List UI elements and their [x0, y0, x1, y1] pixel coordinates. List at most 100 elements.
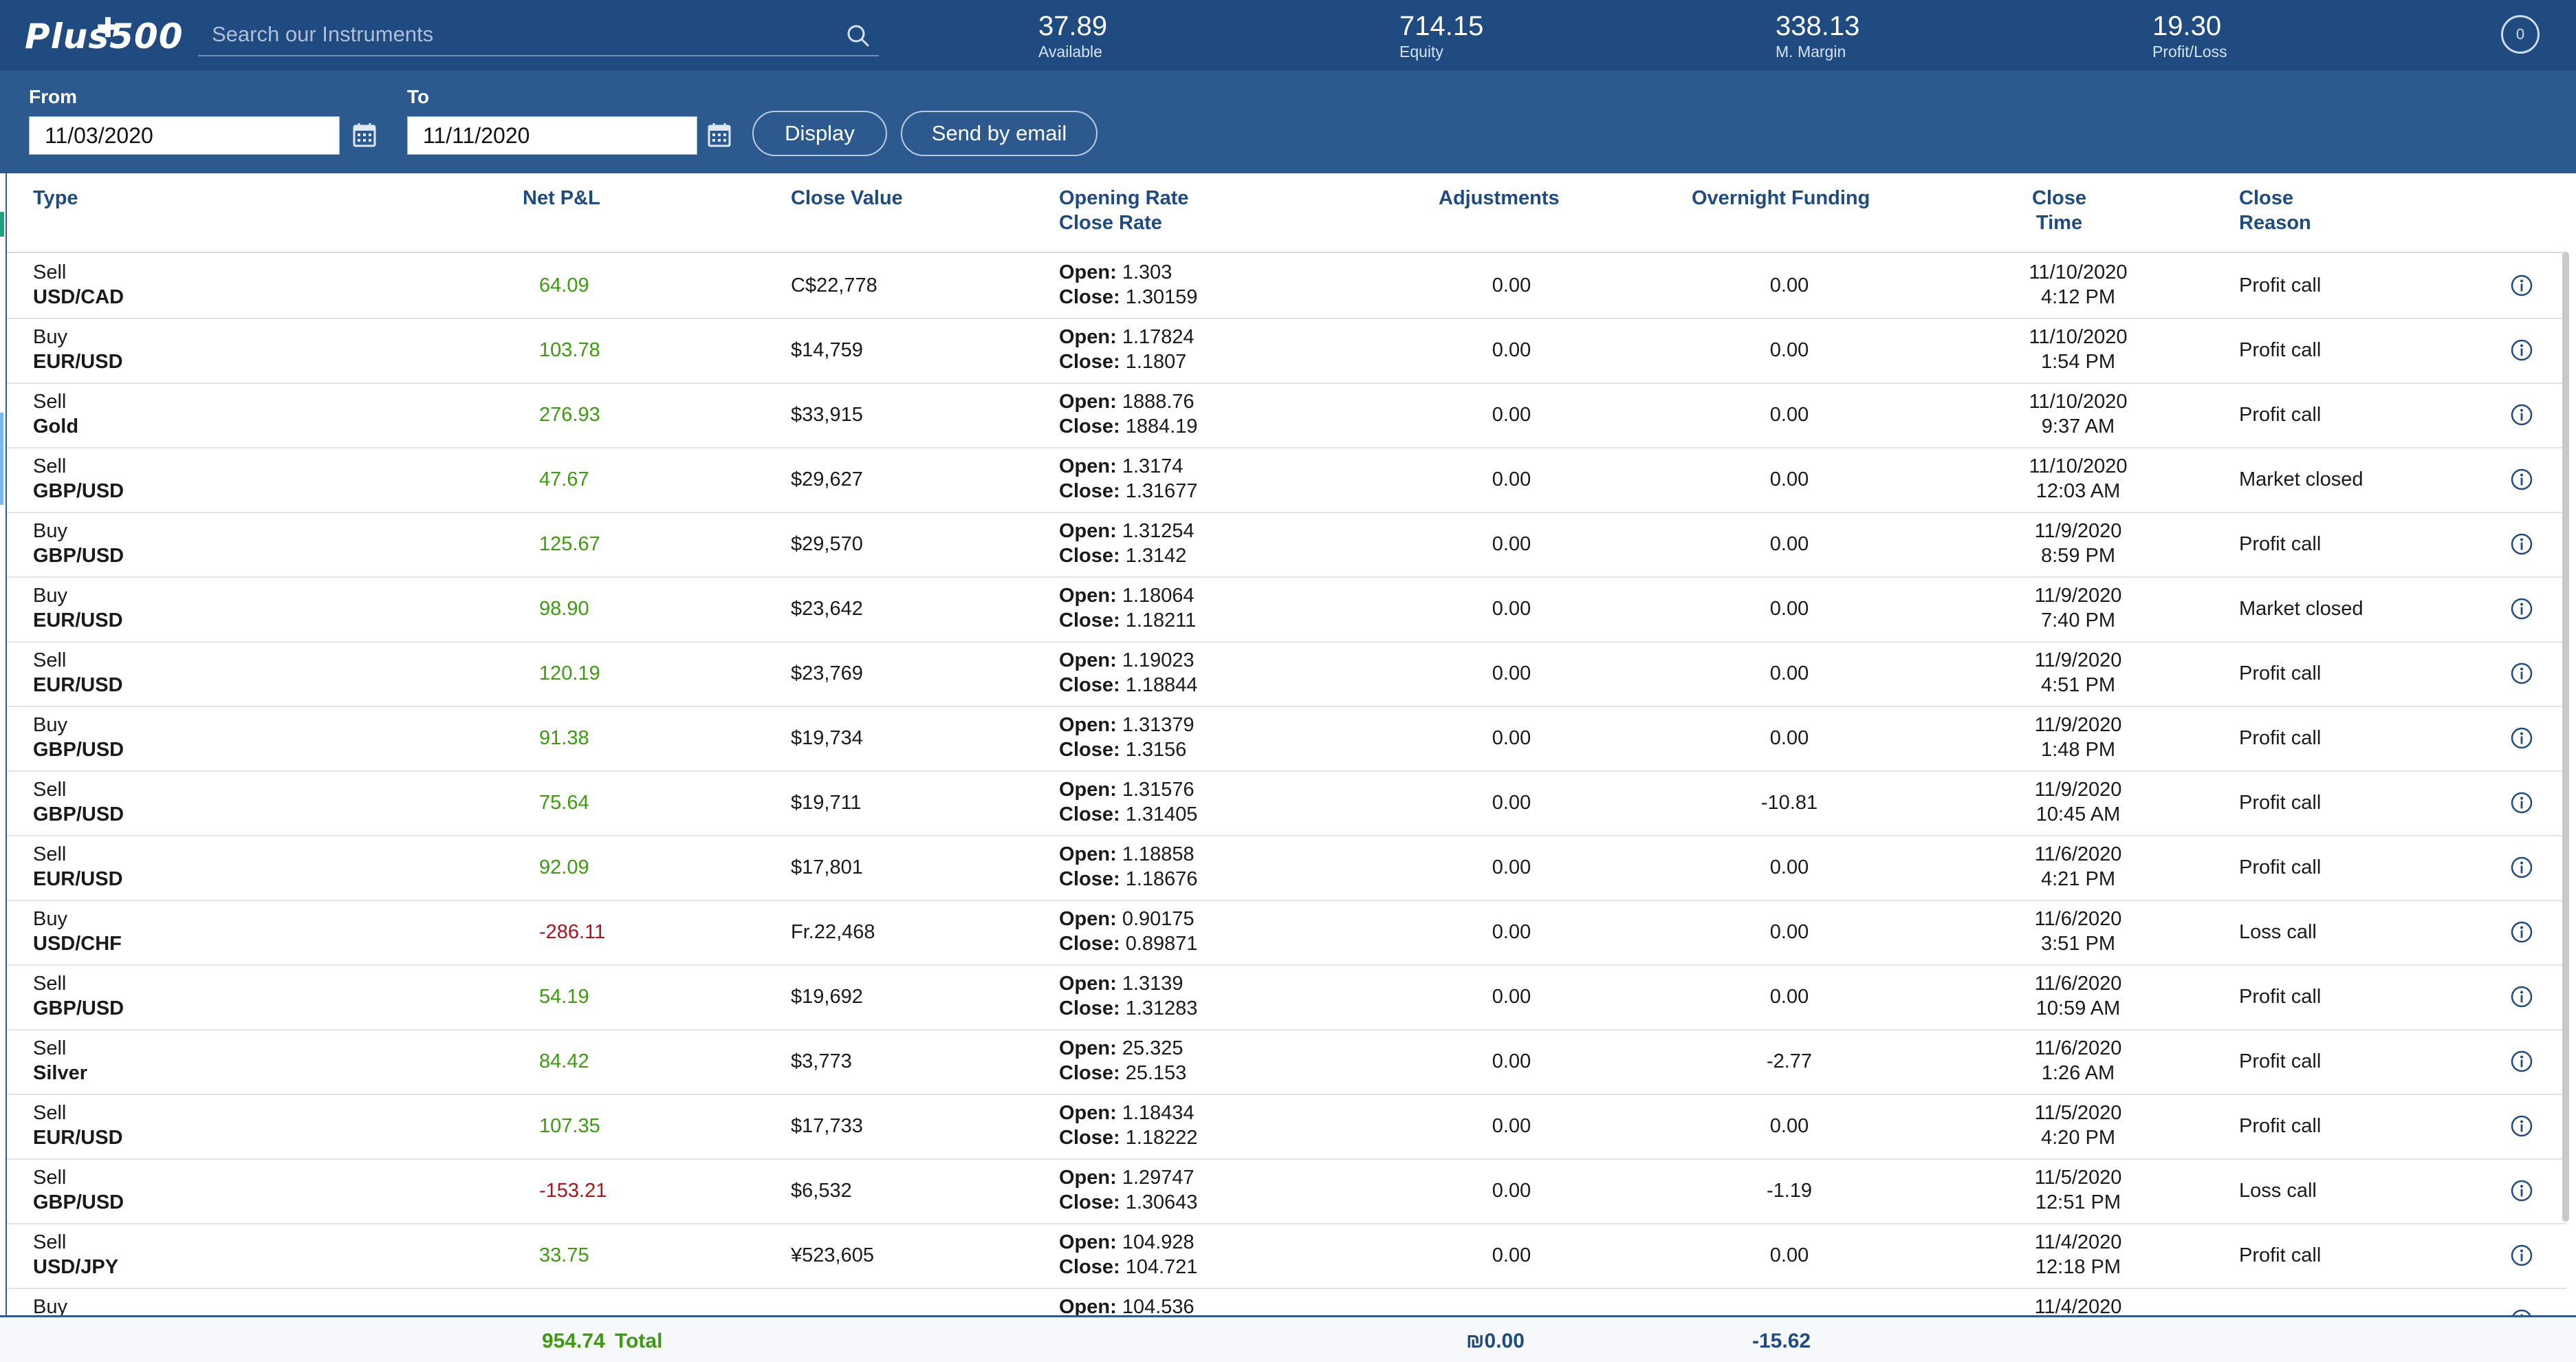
table-row[interactable]: Buy EUR/USD 103.78 $14,759 Open: 1.17824…	[7, 318, 2566, 384]
info-icon[interactable]	[2510, 1114, 2533, 1138]
close-date: 11/4/2020	[2034, 1231, 2122, 1253]
col-adjustments[interactable]: Adjustments	[1439, 187, 1560, 209]
from-calendar-icon[interactable]	[352, 122, 377, 148]
opening-rate: 1.3139	[1122, 973, 1183, 995]
col-close-value[interactable]: Close Value	[791, 187, 903, 209]
instrument-name: GBP/USD	[33, 1191, 124, 1213]
trade-side: Sell	[33, 843, 67, 865]
info-icon[interactable]	[2510, 920, 2533, 944]
close-value: $3,773	[791, 1050, 852, 1072]
instrument-name: USD/JPY	[33, 1256, 119, 1278]
plus500-logo[interactable]: Plus500 ✚	[25, 12, 184, 61]
rates-cell: Open: 1.303 Close: 1.30159	[1059, 260, 1198, 310]
info-icon[interactable]	[2510, 1308, 2533, 1315]
info-icon[interactable]	[2510, 597, 2533, 620]
net-pl-value: 107.35	[539, 1115, 600, 1137]
table-scrollbar[interactable]	[2562, 252, 2569, 1222]
info-icon[interactable]	[2510, 856, 2533, 879]
from-label: From	[29, 86, 77, 107]
info-icon[interactable]	[2510, 985, 2533, 1008]
overnight-funding-value: 0.00	[1769, 1244, 1809, 1266]
trade-side: Sell	[33, 1037, 67, 1059]
col-net-pl[interactable]: Net P&L	[523, 187, 600, 209]
col-opening-rate: Opening Rate	[1059, 187, 1189, 209]
table-row[interactable]: Sell Silver 84.42 $3,773 Open: 25.325 Cl…	[7, 1029, 2566, 1095]
info-icon[interactable]	[2510, 1050, 2533, 1073]
table-row[interactable]: Sell USD/CAD 64.09 C$22,778 Open: 1.303 …	[7, 253, 2566, 319]
table-row[interactable]: Sell GBP/USD 47.67 $29,627 Open: 1.3174 …	[7, 447, 2566, 513]
info-icon[interactable]	[2510, 791, 2533, 814]
account-badge-button[interactable]: 0	[2501, 15, 2540, 54]
close-time-cell: 11/6/2020 4:21 PM	[2022, 842, 2135, 891]
table-row[interactable]: Sell GBP/USD 75.64 $19,711 Open: 1.31576…	[7, 770, 2566, 836]
rates-cell: Open: 0.90175 Close: 0.89871	[1059, 907, 1198, 956]
instrument-name: GBP/USD	[33, 739, 124, 761]
close-reason: Profit call	[2239, 339, 2322, 361]
table-row[interactable]: Buy USD/CHF -286.11 Fr.22,468 Open: 0.90…	[7, 900, 2566, 966]
open-label: Open:	[1059, 391, 1117, 413]
close-label: Close:	[1059, 609, 1120, 631]
display-button[interactable]: Display	[752, 111, 887, 156]
open-label: Open:	[1059, 1296, 1117, 1315]
col-type[interactable]: Type	[33, 187, 78, 209]
close-rate: 1.31283	[1125, 997, 1198, 1019]
col-close-reason[interactable]: Close Reason	[2239, 186, 2311, 235]
info-icon[interactable]	[2510, 1179, 2533, 1202]
overnight-funding-value: 0.00	[1769, 856, 1809, 878]
total-overnight-funding: -15.62	[1752, 1330, 1811, 1352]
open-label: Open:	[1059, 714, 1117, 736]
from-date-field[interactable]: 11/03/2020	[29, 116, 340, 155]
close-reason: Profit call	[2239, 792, 2322, 814]
info-icon[interactable]	[2510, 338, 2533, 362]
info-icon[interactable]	[2510, 274, 2533, 297]
info-icon[interactable]	[2510, 726, 2533, 750]
table-row[interactable]: Sell EUR/USD 120.19 $23,769 Open: 1.1902…	[7, 641, 2566, 707]
table-row[interactable]: Buy GBP/USD 125.67 $29,570 Open: 1.31254…	[7, 512, 2566, 578]
close-date: 11/10/2020	[2029, 455, 2128, 477]
overnight-funding-value: 0.00	[1769, 274, 1809, 296]
table-row[interactable]: Buy Open: 104.536 11/4/2020	[7, 1288, 2566, 1315]
table-row[interactable]: Sell EUR/USD 107.35 $17,733 Open: 1.1843…	[7, 1094, 2566, 1160]
search-icon[interactable]	[844, 22, 872, 50]
close-time-cell: 11/6/2020 1:26 AM	[2022, 1036, 2135, 1085]
table-row[interactable]: Buy GBP/USD 91.38 $19,734 Open: 1.31379 …	[7, 706, 2566, 772]
to-date-field[interactable]: 11/11/2020	[407, 116, 697, 155]
rates-cell: Open: 104.928 Close: 104.721	[1059, 1230, 1198, 1279]
stat-equity-label: Equity	[1399, 43, 1443, 61]
col-rates[interactable]: Opening Rate Close Rate	[1059, 186, 1189, 235]
table-row[interactable]: Sell EUR/USD 92.09 $17,801 Open: 1.18858…	[7, 835, 2566, 901]
close-value: $6,532	[791, 1180, 852, 1202]
search-input[interactable]	[210, 19, 818, 50]
col-overnight-funding[interactable]: Overnight Funding	[1692, 187, 1870, 209]
instrument-name: EUR/USD	[33, 1127, 123, 1149]
close-time: 12:51 PM	[2035, 1191, 2121, 1213]
table-row[interactable]: Buy EUR/USD 98.90 $23,642 Open: 1.18064 …	[7, 576, 2566, 642]
to-calendar-icon[interactable]	[707, 122, 732, 148]
info-icon[interactable]	[2510, 662, 2533, 685]
open-label: Open:	[1059, 908, 1117, 930]
table-row[interactable]: Sell Gold 276.93 $33,915 Open: 1888.76 C…	[7, 382, 2566, 448]
stat-equity-value: 714.15	[1399, 11, 1484, 41]
close-time-cell: 11/9/2020 1:48 PM	[2022, 713, 2135, 762]
col-close-time[interactable]: Close Time	[2032, 186, 2086, 235]
close-label: Close:	[1059, 351, 1120, 373]
info-icon[interactable]	[2510, 532, 2533, 556]
close-time-cell: 11/5/2020 12:51 PM	[2022, 1165, 2135, 1215]
adjustments-value: 0.00	[1492, 468, 1531, 490]
adjustments-value: 0.00	[1492, 598, 1531, 620]
info-icon[interactable]	[2510, 468, 2533, 491]
rates-cell: Open: 1.31576 Close: 1.31405	[1059, 777, 1198, 827]
info-icon[interactable]	[2510, 403, 2533, 426]
open-label: Open:	[1059, 843, 1117, 865]
send-by-email-button[interactable]: Send by email	[901, 111, 1098, 156]
close-time: 4:21 PM	[2041, 868, 2115, 890]
table-row[interactable]: Sell USD/JPY 33.75 ¥523,605 Open: 104.92…	[7, 1223, 2566, 1289]
close-date: 11/9/2020	[2034, 520, 2122, 542]
info-icon[interactable]	[2510, 1244, 2533, 1267]
open-label: Open:	[1059, 973, 1117, 995]
close-value: C$22,778	[791, 274, 877, 296]
table-row[interactable]: Sell GBP/USD -153.21 $6,532 Open: 1.2974…	[7, 1158, 2566, 1224]
adjustments-value: 0.00	[1492, 1115, 1531, 1137]
close-rate: 1.1807	[1125, 351, 1187, 373]
table-row[interactable]: Sell GBP/USD 54.19 $19,692 Open: 1.3139 …	[7, 964, 2566, 1030]
